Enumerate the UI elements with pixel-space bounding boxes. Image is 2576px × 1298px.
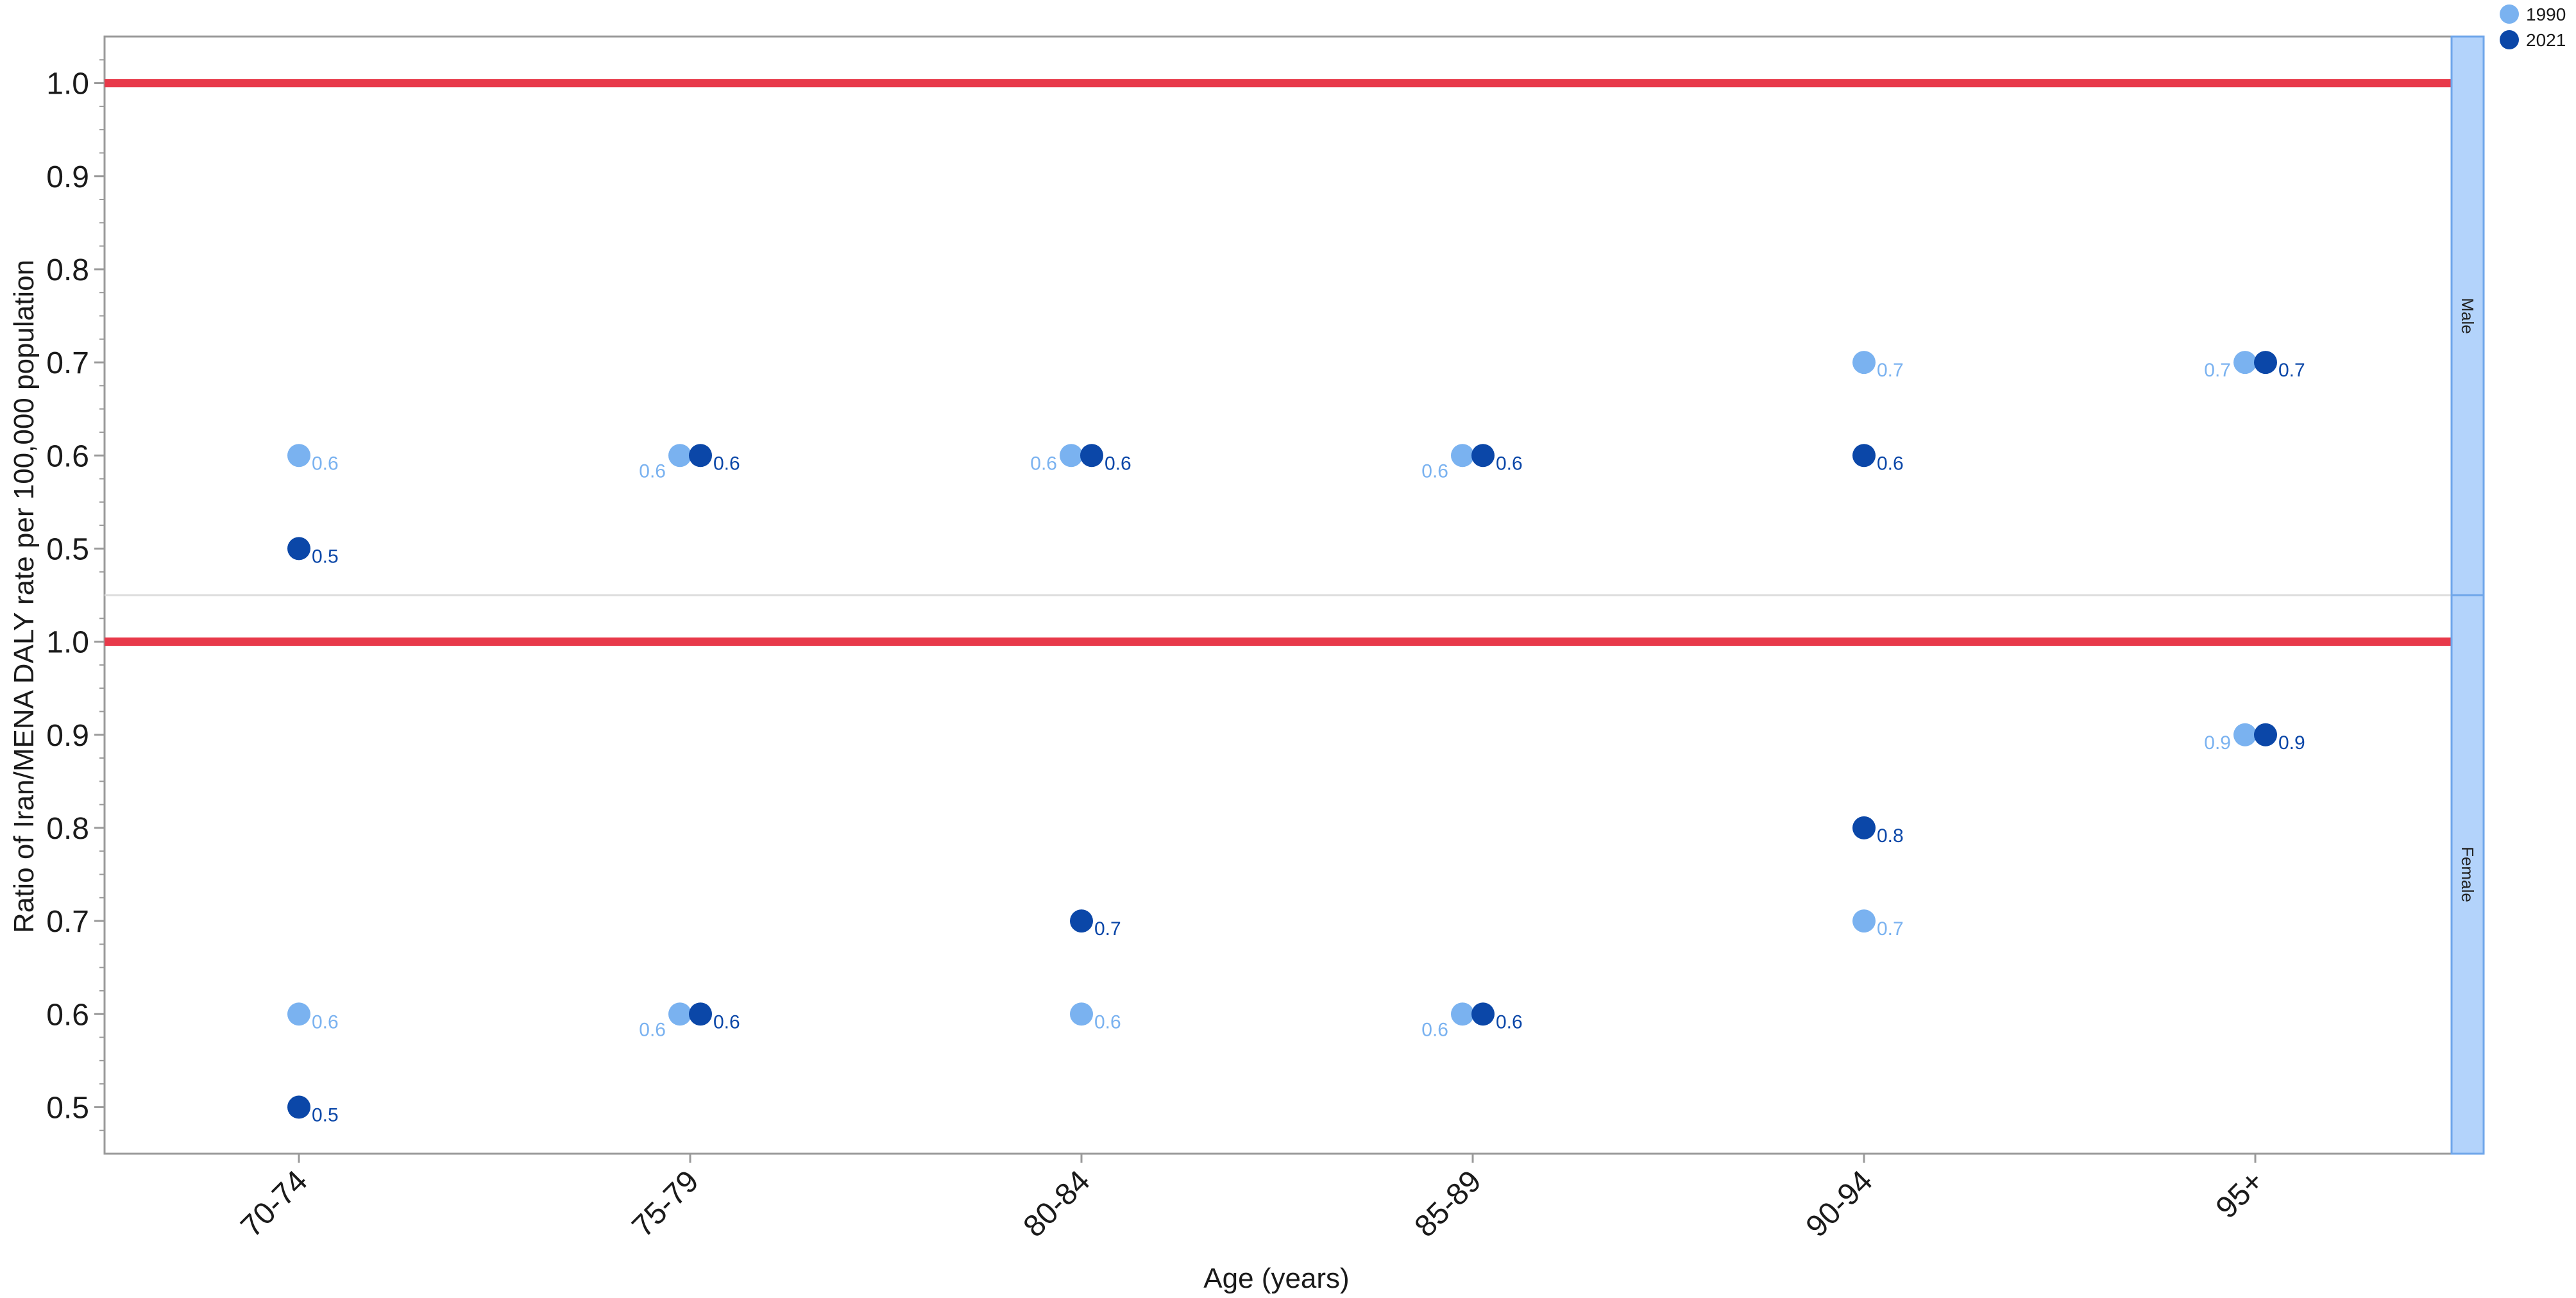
legend-marker-2021 <box>2500 30 2519 49</box>
point-male-2021-75-79 <box>689 444 712 468</box>
legend-label-1990: 1990 <box>2526 4 2566 24</box>
x-tick-label: 75-79 <box>625 1164 705 1243</box>
data-label-female-2021-95+: 0.9 <box>2278 732 2305 754</box>
point-female-2021-70-74 <box>287 1095 310 1119</box>
legend-marker-1990 <box>2500 4 2519 24</box>
y-tick-label: 0.7 <box>46 346 89 380</box>
data-label-female-1990-95+: 0.9 <box>2204 732 2231 754</box>
point-male-2021-85-89 <box>1471 444 1495 468</box>
y-tick-label: 1.0 <box>46 67 89 101</box>
x-tick-label: 95+ <box>2210 1164 2271 1225</box>
x-axis-title: Age (years) <box>1203 1263 1349 1294</box>
point-female-1990-70-74 <box>287 1002 310 1026</box>
point-male-1990-90-94 <box>1852 351 1876 375</box>
y-tick-label: 0.8 <box>46 253 89 287</box>
point-male-1990-70-74 <box>287 444 310 468</box>
legend-label-2021: 2021 <box>2526 30 2566 50</box>
y-tick-label: 0.5 <box>46 532 89 566</box>
point-female-1990-75-79 <box>668 1002 691 1026</box>
point-female-2021-90-94 <box>1852 816 1876 839</box>
data-label-female-1990-70-74: 0.6 <box>312 1011 339 1032</box>
y-tick-label: 0.9 <box>46 160 89 194</box>
point-female-1990-95+ <box>2233 723 2257 746</box>
point-female-2021-80-84 <box>1070 909 1093 933</box>
point-male-1990-80-84 <box>1060 444 1083 468</box>
data-label-male-2021-75-79: 0.6 <box>713 453 740 474</box>
point-female-2021-95+ <box>2254 723 2277 746</box>
point-male-2021-70-74 <box>287 537 310 560</box>
data-label-female-1990-80-84: 0.6 <box>1094 1011 1121 1032</box>
y-tick-label: 0.6 <box>46 439 89 473</box>
point-female-2021-85-89 <box>1471 1002 1495 1026</box>
data-label-male-2021-95+: 0.7 <box>2278 360 2305 381</box>
point-male-2021-80-84 <box>1080 444 1103 468</box>
data-label-male-1990-70-74: 0.6 <box>312 453 339 474</box>
facet-strip-female <box>2450 594 2485 1155</box>
data-label-male-1990-75-79: 0.6 <box>639 460 666 482</box>
data-label-male-1990-90-94: 0.7 <box>1877 360 1904 381</box>
data-label-male-2021-90-94: 0.6 <box>1877 453 1904 474</box>
data-label-male-2021-80-84: 0.6 <box>1105 453 1131 474</box>
point-female-1990-90-94 <box>1852 909 1876 933</box>
y-tick-label: 1.0 <box>46 626 89 660</box>
point-female-2021-75-79 <box>689 1002 712 1026</box>
facet-strip-label-female: Female <box>2458 847 2477 902</box>
y-axis-title: Ratio of Iran/MENA DALY rate per 100,000… <box>8 260 40 933</box>
x-tick-label: 90-94 <box>1799 1164 1879 1243</box>
y-tick-label: 0.7 <box>46 905 89 939</box>
data-label-female-2021-90-94: 0.8 <box>1877 825 1904 847</box>
data-label-female-1990-85-89: 0.6 <box>1421 1019 1448 1040</box>
x-tick-label: 80-84 <box>1017 1164 1096 1243</box>
data-label-female-2021-80-84: 0.7 <box>1094 918 1121 940</box>
point-male-1990-75-79 <box>668 444 691 468</box>
data-label-female-2021-70-74: 0.5 <box>312 1104 339 1125</box>
data-label-female-2021-75-79: 0.6 <box>713 1011 740 1032</box>
point-male-1990-95+ <box>2233 351 2257 375</box>
data-label-male-2021-85-89: 0.6 <box>1496 453 1523 474</box>
data-label-female-2021-85-89: 0.6 <box>1496 1011 1523 1032</box>
x-tick-label: 85-89 <box>1408 1164 1487 1243</box>
y-tick-label: 0.8 <box>46 812 89 846</box>
data-label-male-1990-80-84: 0.6 <box>1030 453 1057 474</box>
y-tick-label: 0.9 <box>46 719 89 753</box>
data-label-male-1990-85-89: 0.6 <box>1421 460 1448 482</box>
point-female-1990-85-89 <box>1451 1002 1474 1026</box>
data-label-female-1990-90-94: 0.7 <box>1877 918 1904 940</box>
x-tick-label: 70-74 <box>234 1164 314 1243</box>
point-male-2021-90-94 <box>1852 444 1876 468</box>
y-tick-label: 0.5 <box>46 1091 89 1125</box>
data-label-male-1990-95+: 0.7 <box>2204 360 2231 381</box>
point-male-1990-85-89 <box>1451 444 1474 468</box>
facet-strip-label-male: Male <box>2458 298 2477 333</box>
point-male-2021-95+ <box>2254 351 2277 375</box>
y-tick-label: 0.6 <box>46 998 89 1032</box>
data-label-female-1990-75-79: 0.6 <box>639 1019 666 1040</box>
point-female-1990-80-84 <box>1070 1002 1093 1026</box>
data-label-male-2021-70-74: 0.5 <box>312 546 339 567</box>
